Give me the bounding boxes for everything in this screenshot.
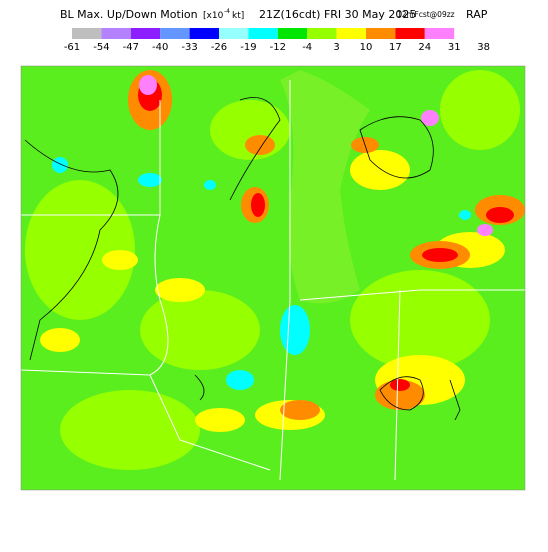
colorbar-swatch <box>336 28 366 39</box>
colorbar-label: 38 <box>477 42 490 53</box>
county-borders <box>24 97 461 421</box>
colorbar-label: -40 <box>152 42 168 53</box>
colorbar-label: -19 <box>240 42 256 53</box>
colorbar-label: -54 <box>93 42 109 53</box>
colorbar-label: 17 <box>389 42 402 53</box>
colorbar-swatch <box>160 28 190 39</box>
colorbar-swatch <box>366 28 396 39</box>
colorbar-swatch <box>395 28 425 39</box>
map-frame <box>20 65 526 491</box>
colorbar-swatch <box>219 28 249 39</box>
unit: kt] <box>232 11 244 21</box>
lake-michigan <box>280 70 370 304</box>
colorbar-label: -47 <box>123 42 139 53</box>
colorbar-swatch <box>130 28 161 39</box>
colorbar-label: -33 <box>181 42 197 53</box>
colorbar-swatch <box>277 28 308 39</box>
header: BL Max. Up/Down Motion [x10 -4 kt] 21Z(1… <box>60 8 488 21</box>
colorbar-swatch <box>101 28 131 39</box>
colorbar-swatch <box>424 28 455 39</box>
colorbar-label: 10 <box>360 42 373 53</box>
colorbar-swatch <box>72 28 102 39</box>
unit: [x10 <box>203 11 224 21</box>
title: BL Max. Up/Down Motion <box>60 8 198 21</box>
pink-areas <box>139 75 493 236</box>
unit-exponent: -4 <box>224 8 230 15</box>
colorbar-swatch <box>189 28 219 39</box>
colorbar-label: 3 <box>333 42 339 53</box>
cyan-areas <box>52 157 471 390</box>
colorbar-label: -61 <box>64 42 80 53</box>
colorbar-label: -4 <box>302 42 312 53</box>
colorbar-label: 31 <box>448 42 461 53</box>
colorbar-label: 24 <box>418 42 431 53</box>
colorbar-label: -26 <box>211 42 227 53</box>
colorbar-swatch <box>248 28 278 39</box>
colorbar-label: -12 <box>270 42 286 53</box>
map <box>20 65 526 491</box>
colorbar: -61 -54 -47 -40 -33 -26 -19 -12 -4 3 10 17 24 31 38 <box>64 28 490 53</box>
model: RAP <box>466 8 488 21</box>
colorbar-swatch <box>307 28 337 39</box>
state-borders <box>21 80 525 481</box>
valid-time: 21Z(16cdt) FRI 30 May 2025 <box>259 8 416 21</box>
forecast: 12hrFcst@09zz <box>397 10 455 19</box>
